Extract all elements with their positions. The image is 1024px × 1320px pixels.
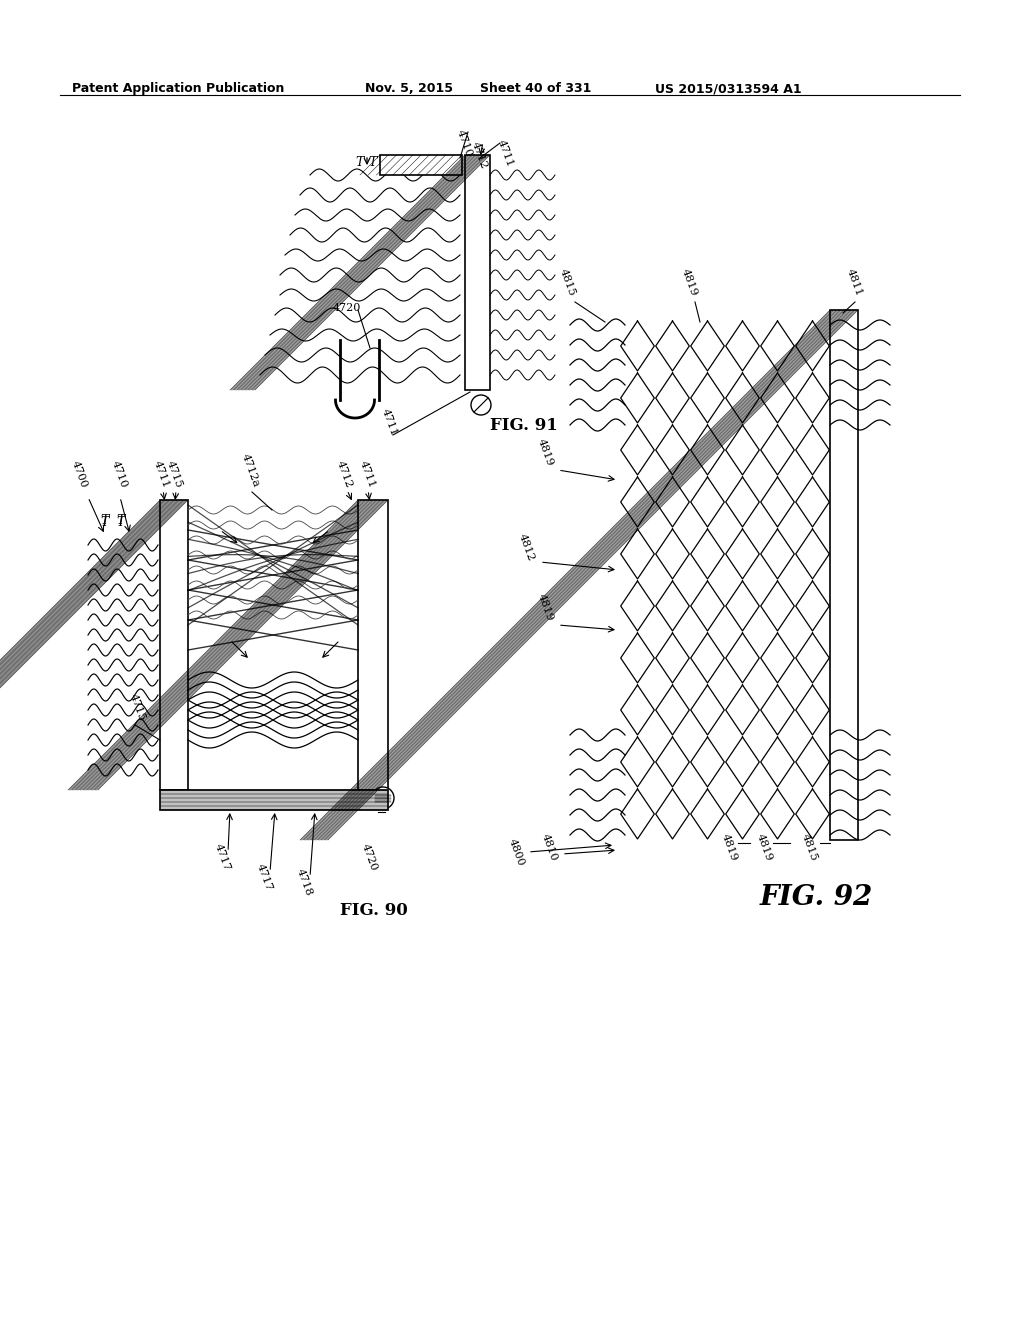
Text: Sheet 40 of 331: Sheet 40 of 331	[480, 82, 592, 95]
Text: 4711: 4711	[496, 139, 515, 168]
Text: 4715: 4715	[128, 692, 147, 722]
Text: 4819: 4819	[720, 832, 739, 862]
Circle shape	[471, 395, 490, 414]
Text: 4720: 4720	[360, 842, 379, 873]
Text: Nov. 5, 2015: Nov. 5, 2015	[365, 82, 453, 95]
Text: 4819: 4819	[680, 267, 699, 297]
Text: 4819: 4819	[755, 832, 774, 862]
Text: 4800: 4800	[507, 837, 526, 867]
Text: 4715: 4715	[165, 459, 184, 488]
Text: T: T	[116, 513, 124, 527]
Bar	[160, 789, 388, 810]
Bar	[358, 500, 388, 789]
Text: T: T	[100, 513, 109, 527]
Text: 4711: 4711	[358, 459, 377, 488]
Text: 4717: 4717	[213, 842, 232, 873]
Text: 4819: 4819	[536, 591, 555, 622]
Text: T: T	[368, 156, 377, 169]
Text: 4712: 4712	[470, 140, 489, 170]
Text: 4811: 4811	[845, 267, 864, 297]
Text: FIG. 91: FIG. 91	[490, 417, 558, 434]
Text: 4717: 4717	[255, 862, 274, 892]
Text: 4812: 4812	[517, 532, 537, 562]
Bar	[380, 154, 462, 176]
Circle shape	[372, 787, 394, 809]
Text: T: T	[100, 516, 109, 529]
Text: 4712: 4712	[335, 459, 354, 488]
Text: Patent Application Publication: Patent Application Publication	[72, 82, 285, 95]
Text: 4710: 4710	[110, 459, 129, 488]
Bar	[160, 500, 188, 789]
Text: FIG. 92: FIG. 92	[760, 884, 873, 911]
Text: 4710: 4710	[455, 128, 474, 158]
Text: 4819: 4819	[536, 437, 555, 467]
Bar	[465, 154, 490, 389]
Text: 4711: 4711	[152, 459, 171, 488]
Bar	[830, 310, 858, 840]
Text: T: T	[355, 156, 364, 169]
Text: 4718: 4718	[295, 867, 314, 898]
Text: T: T	[116, 516, 124, 529]
Text: 4700: 4700	[70, 459, 89, 488]
Text: 4810: 4810	[540, 832, 559, 862]
Text: 4720: 4720	[333, 304, 361, 313]
Text: 4712a: 4712a	[240, 453, 261, 488]
Text: 4711: 4711	[380, 407, 399, 437]
Text: US 2015/0313594 A1: US 2015/0313594 A1	[655, 82, 802, 95]
Text: 4815: 4815	[558, 267, 578, 297]
Text: FIG. 90: FIG. 90	[340, 902, 408, 919]
Text: 4815: 4815	[800, 832, 819, 862]
